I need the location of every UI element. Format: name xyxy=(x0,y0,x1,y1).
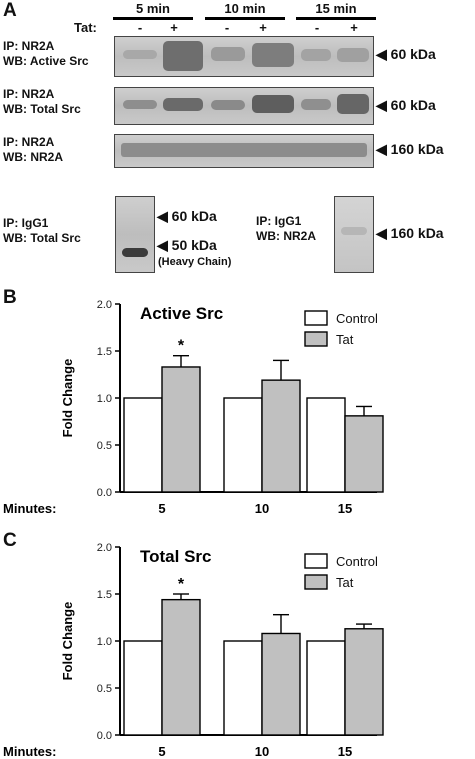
blot3-ip-label: IP: NR2A xyxy=(3,135,55,149)
igg-left-note: (Heavy Chain) xyxy=(158,256,232,268)
chart-total-src: 0.0 0.5 1.0 1.5 2.0 Fold Change Total Src 5 10 15… xyxy=(3,542,384,759)
x-tick-label: 5 xyxy=(158,501,165,516)
legend-label-control: Control xyxy=(336,554,378,569)
sign-10-tat: + xyxy=(259,20,267,35)
legend-label-tat: Tat xyxy=(336,575,354,590)
blot-total-src xyxy=(114,87,374,125)
blot1-marker-text: 60 kDa xyxy=(390,46,436,62)
x-tick-label: 10 xyxy=(255,501,269,516)
x-axis-label: Minutes: xyxy=(3,501,56,516)
blot3-wb-label: WB: NR2A xyxy=(3,150,63,164)
sign-5-control: - xyxy=(137,20,143,35)
blot-igg-nr2a xyxy=(334,196,374,273)
sign-10-control: - xyxy=(224,20,230,35)
y-tick-label: 2.0 xyxy=(97,542,112,554)
time-label-5min: 5 min xyxy=(136,1,170,16)
y-tick-label: 2.0 xyxy=(97,299,112,311)
igg-right-ip-label: IP: IgG1 xyxy=(256,214,302,228)
treatment-label: Tat: xyxy=(74,20,97,35)
blot1-ip-label: IP: NR2A xyxy=(3,39,55,53)
igg-left-ip-label: IP: IgG1 xyxy=(3,216,49,230)
blot2-marker: ◀ 60 kDa xyxy=(376,97,436,113)
igg-left-wb-label: WB: Total Src xyxy=(3,231,81,245)
chart-active-src: 0.0 0.5 1.0 1.5 2.0 Fold Change Active Src 5 10 1… xyxy=(3,299,384,516)
igg-right-wb-label: WB: NR2A xyxy=(256,229,316,243)
x-tick-label: 15 xyxy=(338,744,352,759)
bar-control-10 xyxy=(223,640,263,736)
y-axis-label: Fold Change xyxy=(60,359,75,438)
igg-right-marker: ◀ 160 kDa xyxy=(376,225,444,241)
bar-tat-15 xyxy=(344,628,384,736)
legend-swatch-control xyxy=(304,553,328,569)
sign-5-tat: + xyxy=(170,20,178,35)
x-axis-label: Minutes: xyxy=(3,744,56,759)
bar-control-5 xyxy=(123,397,163,493)
y-tick-label: 1.5 xyxy=(97,589,112,601)
blot3-marker: ◀ 160 kDa xyxy=(376,141,444,157)
blot2-wb-label: WB: Total Src xyxy=(3,102,81,116)
blot2-ip-label: IP: NR2A xyxy=(3,87,55,101)
legend-swatch-tat xyxy=(304,574,328,590)
legend-swatch-control xyxy=(304,310,328,326)
legend-label-control: Control xyxy=(336,311,378,326)
significance-star: * xyxy=(178,338,185,355)
blot2-marker-text: 60 kDa xyxy=(390,97,436,113)
time-label-10min: 10 min xyxy=(224,1,266,16)
legend-swatch-tat xyxy=(304,331,328,347)
x-tick-label: 10 xyxy=(255,744,269,759)
time-bar-15min xyxy=(296,17,376,20)
y-tick-label: 1.0 xyxy=(97,393,112,405)
y-tick-label: 1.0 xyxy=(97,636,112,648)
blot3-marker-text: 160 kDa xyxy=(390,141,444,157)
bar-tat-5 xyxy=(161,366,201,493)
x-tick-label: 15 xyxy=(338,501,352,516)
blot-nr2a xyxy=(114,134,374,168)
bar-tat-10 xyxy=(261,632,301,736)
igg-right-marker-text: 160 kDa xyxy=(390,225,444,241)
sign-15-control: - xyxy=(314,20,320,35)
significance-star: * xyxy=(178,576,185,593)
panel-label-b: B xyxy=(3,287,17,308)
bar-tat-10 xyxy=(261,379,301,493)
blot-active-src xyxy=(114,36,374,77)
panel-label-a: A xyxy=(3,0,17,21)
y-tick-label: 0.5 xyxy=(97,683,112,695)
chart-title: Active Src xyxy=(140,304,223,323)
bar-control-15 xyxy=(306,640,346,736)
y-tick-label: 0.5 xyxy=(97,440,112,452)
time-bar-5min xyxy=(113,17,193,20)
igg-left-marker-top-text: 60 kDa xyxy=(171,208,217,224)
y-tick-label: 0.0 xyxy=(97,487,112,499)
bar-control-15 xyxy=(306,397,346,493)
sign-15-tat: + xyxy=(350,20,358,35)
legend-label-tat: Tat xyxy=(336,332,354,347)
blot-igg-total-src xyxy=(115,196,155,273)
bar-control-10 xyxy=(223,397,263,493)
blot1-marker: ◀ 60 kDa xyxy=(376,46,436,62)
y-tick-label: 1.5 xyxy=(97,346,112,358)
y-axis-label: Fold Change xyxy=(60,602,75,681)
time-label-15min: 15 min xyxy=(315,1,357,16)
chart-title: Total Src xyxy=(140,547,211,566)
x-tick-label: 5 xyxy=(158,744,165,759)
igg-left-marker-top: ◀ 60 kDa xyxy=(157,208,217,224)
panel-label-c: C xyxy=(3,530,17,551)
bar-tat-15 xyxy=(344,415,384,493)
igg-left-marker-bottom-text: 50 kDa xyxy=(171,237,217,253)
blot1-wb-label: WB: Active Src xyxy=(3,54,89,68)
y-tick-label: 0.0 xyxy=(97,730,112,742)
igg-left-marker-bottom: ◀ 50 kDa xyxy=(157,237,217,253)
bar-tat-5 xyxy=(161,598,201,736)
time-bar-10min xyxy=(205,17,285,20)
bar-control-5 xyxy=(123,640,163,736)
